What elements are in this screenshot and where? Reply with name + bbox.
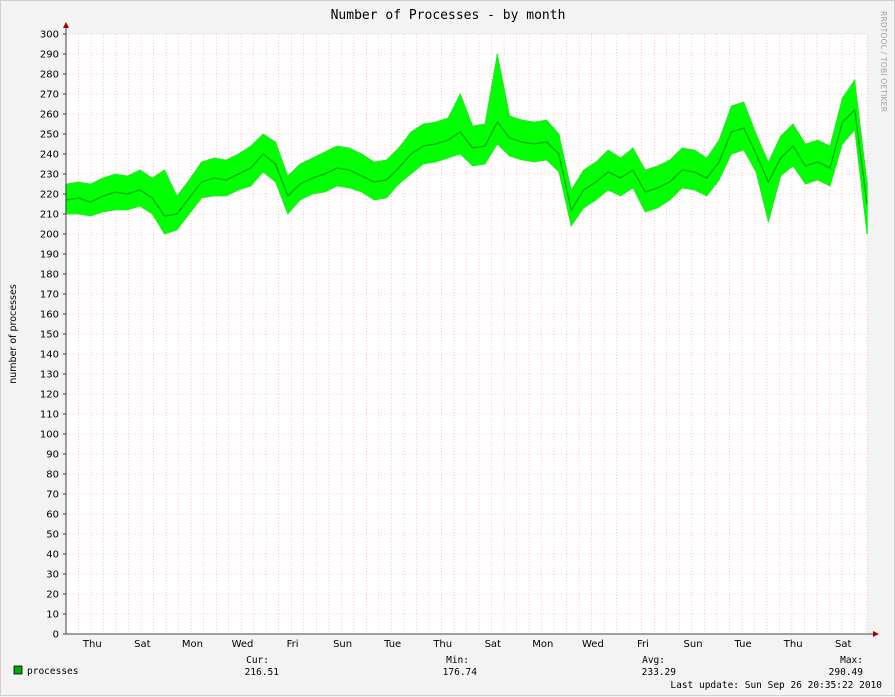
x-tick-label: Thu	[82, 639, 102, 650]
y-tick-label: 290	[40, 50, 59, 61]
y-tick-label: 130	[40, 370, 59, 381]
y-tick-label: 240	[40, 150, 59, 161]
y-tick-label: 40	[46, 550, 59, 561]
last-update: Last update: Sun Sep 26 20:35:22 2010	[670, 680, 882, 691]
legend: processes Cur: 216.51 Min: 176.74 Avg: 2…	[14, 655, 882, 691]
y-tick-label: 30	[46, 570, 59, 581]
y-tick-labels: 0 10 20 30 40 50 60 70 80 90 100 110 120 130 140 150 160…	[40, 30, 66, 641]
legend-swatch-processes	[14, 666, 22, 674]
y-tick-label: 20	[46, 590, 59, 601]
y-tick-label: 10	[46, 610, 59, 621]
y-tick-label: 250	[40, 130, 59, 141]
y-tick-label: 90	[46, 450, 59, 461]
y-axis-arrow	[63, 22, 69, 28]
y-tick-label: 230	[40, 170, 59, 181]
y-tick-label: 150	[40, 330, 59, 341]
y-tick-label: 280	[40, 70, 59, 81]
y-tick-label: 180	[40, 270, 59, 281]
y-tick-label: 300	[40, 30, 59, 41]
legend-series-name: processes	[27, 666, 78, 677]
x-tick-label: Wed	[582, 639, 604, 650]
x-tick-label: Thu	[783, 639, 803, 650]
x-tick-label: Mon	[182, 639, 203, 650]
stat-avg-label: Avg:	[642, 655, 665, 666]
x-tick-label: Thu	[432, 639, 452, 650]
x-tick-label: Mon	[532, 639, 553, 650]
y-tick-label: 50	[46, 530, 59, 541]
x-tick-label: Wed	[232, 639, 254, 650]
y-tick-label: 260	[40, 110, 59, 121]
y-tick-label: 270	[40, 90, 59, 101]
x-axis-arrow	[873, 631, 879, 637]
x-tick-label: Fri	[637, 639, 649, 650]
y-tick-label: 80	[46, 470, 59, 481]
x-tick-label: Sun	[684, 639, 703, 650]
x-tick-label: Sat	[835, 639, 851, 650]
y-tick-label: 110	[40, 410, 59, 421]
y-tick-label: 200	[40, 230, 59, 241]
stat-max-value: 290.49	[829, 667, 864, 678]
chart-title: Number of Processes - by month	[331, 8, 566, 23]
y-tick-label: 100	[40, 430, 59, 441]
x-tick-label: Fri	[287, 639, 299, 650]
y-tick-label: 210	[40, 210, 59, 221]
y-tick-label: 60	[46, 510, 59, 521]
stat-min-value: 176.74	[443, 667, 478, 678]
x-tick-label: Sat	[134, 639, 150, 650]
x-tick-label: Tue	[383, 639, 401, 650]
rrdtool-watermark: RRDTOOL / TOBI OETIKER	[879, 11, 888, 112]
y-tick-label: 120	[40, 390, 59, 401]
y-tick-label: 190	[40, 250, 59, 261]
x-tick-labels: Thu Sat Mon Wed Fri Sun Tue Thu Sat Mon Wed Fri Sun T…	[82, 639, 852, 650]
y-tick-label: 160	[40, 310, 59, 321]
stat-cur-label: Cur:	[246, 655, 269, 666]
x-tick-label: Sun	[333, 639, 352, 650]
y-tick-label: 140	[40, 350, 59, 361]
x-tick-label: Sat	[485, 639, 501, 650]
y-tick-label: 170	[40, 290, 59, 301]
stat-min-label: Min:	[446, 655, 469, 666]
y-tick-label: 0	[53, 630, 59, 641]
stat-cur-value: 216.51	[245, 667, 280, 678]
stat-max-label: Max:	[840, 655, 863, 666]
y-tick-label: 70	[46, 490, 59, 501]
y-axis-label: number of processes	[8, 284, 19, 384]
y-tick-label: 220	[40, 190, 59, 201]
stat-avg-value: 233.29	[642, 667, 677, 678]
x-tick-label: Tue	[734, 639, 752, 650]
